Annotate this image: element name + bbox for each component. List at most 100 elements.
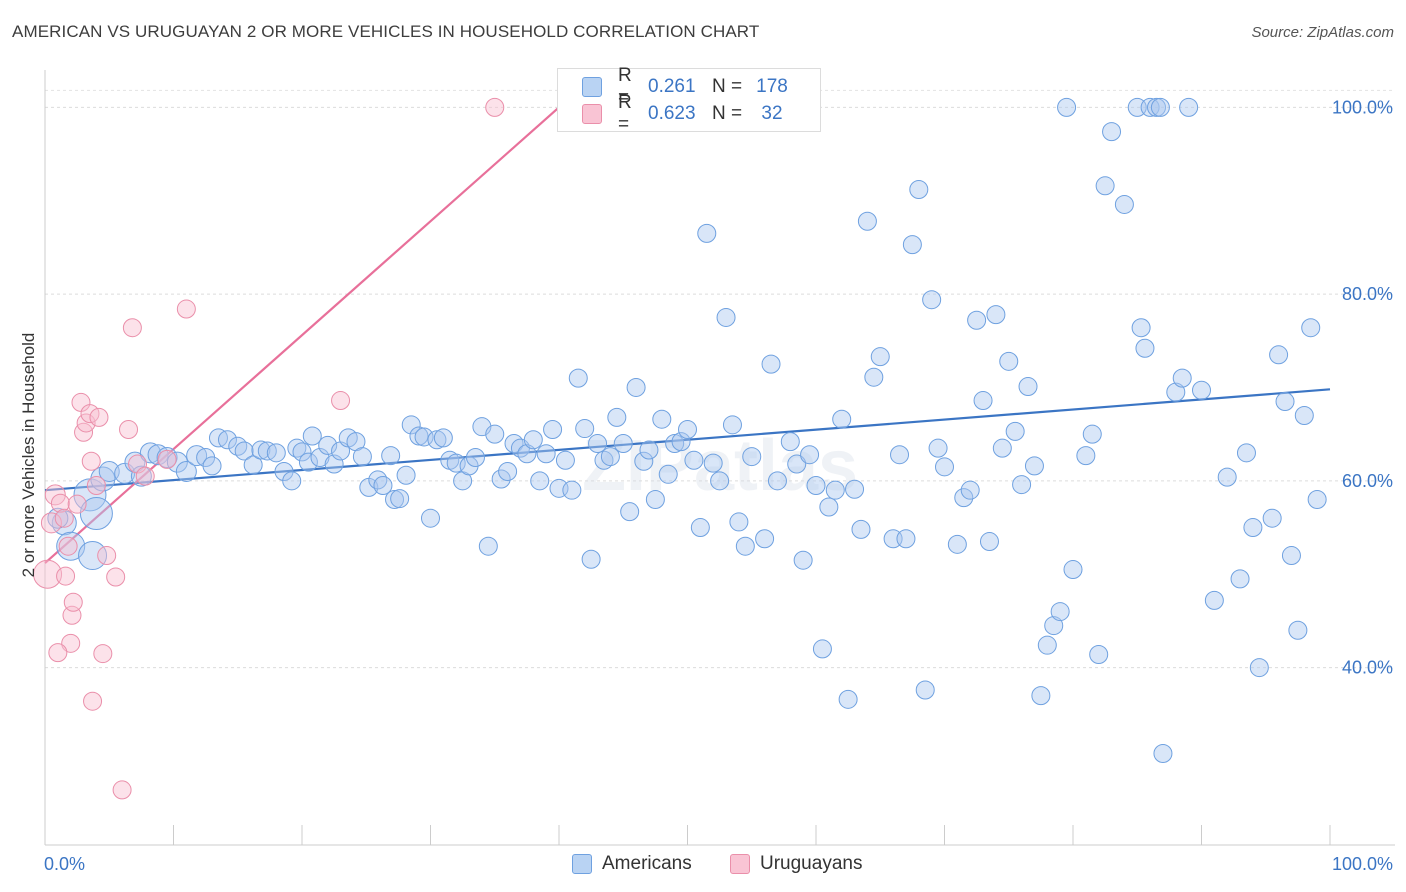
americans-point: [401, 415, 421, 435]
legend-r-value-uruguayans: 0.623: [648, 103, 696, 124]
americans-point: [819, 497, 839, 517]
uruguayans-point: [86, 476, 106, 496]
x-tick-label-min: 0.0%: [44, 854, 85, 874]
americans-point: [838, 689, 858, 709]
americans-point: [1288, 620, 1308, 640]
watermark: ZIPatlas: [582, 426, 858, 506]
americans-point: [1192, 380, 1211, 400]
uruguayans-point: [83, 691, 103, 711]
americans-point: [485, 424, 505, 444]
americans-point: [1294, 405, 1314, 425]
americans-point: [310, 448, 330, 467]
americans-point: [999, 351, 1019, 371]
americans-point: [1131, 318, 1151, 338]
americans-point: [1024, 456, 1044, 476]
americans-point: [562, 480, 582, 500]
y-tick-label: 40.0%: [1342, 658, 1393, 678]
americans-point: [890, 445, 910, 465]
americans-point: [626, 377, 646, 397]
americans-point: [979, 532, 999, 552]
americans-point: [620, 502, 640, 522]
americans-trendline: [44, 388, 1331, 492]
americans-point: [575, 419, 595, 439]
americans-point: [1037, 635, 1057, 655]
uruguayans-point: [128, 454, 148, 474]
americans-point: [517, 444, 537, 464]
americans-point: [600, 447, 620, 467]
americans-point: [607, 407, 627, 427]
americans-point: [390, 489, 410, 509]
americans-point: [825, 480, 845, 500]
legend-swatch-uruguayans: [582, 104, 602, 124]
americans-point: [1095, 176, 1115, 196]
legend-r-label: R =: [618, 65, 632, 108]
americans-point: [396, 465, 416, 485]
americans-point: [147, 444, 169, 466]
americans-point: [960, 480, 980, 500]
series-legend-uruguayans[interactable]: Uruguayans: [730, 852, 862, 876]
uruguayans-point: [81, 451, 101, 471]
legend-row-uruguayans: R = 0.623 N = 32: [582, 92, 792, 135]
americans-point: [243, 455, 263, 475]
americans-point: [645, 490, 665, 510]
americans-point: [1217, 467, 1237, 487]
americans-point: [568, 368, 588, 388]
series-legend-americans[interactable]: Americans: [572, 852, 692, 876]
americans-point: [421, 508, 440, 528]
americans-point: [298, 452, 318, 472]
americans-point: [385, 490, 405, 510]
americans-point: [1249, 658, 1269, 678]
americans-point: [755, 529, 775, 549]
uruguayans-point: [112, 780, 132, 800]
americans-point: [671, 432, 691, 452]
americans-point: [639, 440, 659, 460]
series-label-americans: Americans: [602, 853, 692, 874]
americans-point: [56, 531, 86, 561]
americans-point: [465, 448, 485, 467]
americans-point: [947, 534, 967, 554]
legend-row-americans: R = 0.261 N = 178: [582, 65, 792, 108]
americans-point: [1031, 686, 1051, 706]
chart-title: AMERICAN VS URUGUAYAN 2 OR MORE VEHICLES…: [12, 22, 760, 41]
uruguayans-point: [50, 493, 70, 513]
americans-point: [729, 512, 749, 532]
americans-point: [915, 680, 935, 700]
series-swatch-americans: [572, 854, 592, 874]
americans-point: [1230, 569, 1250, 589]
americans-point: [1301, 318, 1321, 338]
americans-point: [703, 453, 723, 473]
americans-point: [896, 529, 916, 549]
americans-point: [1204, 590, 1224, 610]
correlation-legend: R = 0.261 N = 178 R = 0.623 N = 32: [557, 65, 821, 135]
axes: [44, 70, 1395, 846]
legend-r-value-americans: 0.261: [648, 76, 696, 97]
americans-point: [967, 310, 987, 330]
americans-point: [1172, 368, 1192, 388]
americans-point: [555, 450, 575, 470]
americans-point: [652, 409, 672, 429]
americans-point: [800, 445, 820, 465]
americans-point: [79, 497, 113, 531]
americans-point: [581, 549, 601, 569]
americans-point: [710, 471, 730, 491]
americans-point: [543, 419, 563, 439]
uruguayans-point: [56, 566, 76, 586]
uruguayans-point: [44, 484, 66, 506]
americans-point: [767, 471, 787, 491]
americans-point: [787, 454, 807, 474]
americans-point: [287, 438, 307, 458]
americans-point: [491, 469, 511, 489]
uruguayans-point: [122, 318, 142, 338]
y-tick-label: 60.0%: [1342, 471, 1393, 491]
americans-point: [1150, 97, 1170, 117]
americans-point: [665, 433, 685, 453]
americans-point: [1275, 391, 1295, 411]
americans-point: [845, 479, 865, 499]
uruguayans-point: [331, 391, 351, 411]
americans-point: [928, 438, 948, 458]
uruguayans-point: [33, 559, 63, 589]
americans-point: [780, 432, 800, 452]
uruguayans-point: [176, 299, 196, 319]
americans-point: [1153, 743, 1173, 763]
uruguayans-point: [485, 97, 505, 117]
